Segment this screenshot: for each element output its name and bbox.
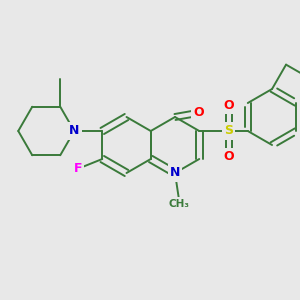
Text: S: S [224, 124, 233, 137]
Text: N: N [69, 124, 80, 137]
Text: CH₃: CH₃ [169, 199, 190, 209]
Text: O: O [223, 150, 234, 163]
Text: O: O [194, 106, 204, 119]
Text: F: F [74, 162, 82, 175]
Text: O: O [223, 99, 234, 112]
Text: N: N [170, 167, 180, 179]
